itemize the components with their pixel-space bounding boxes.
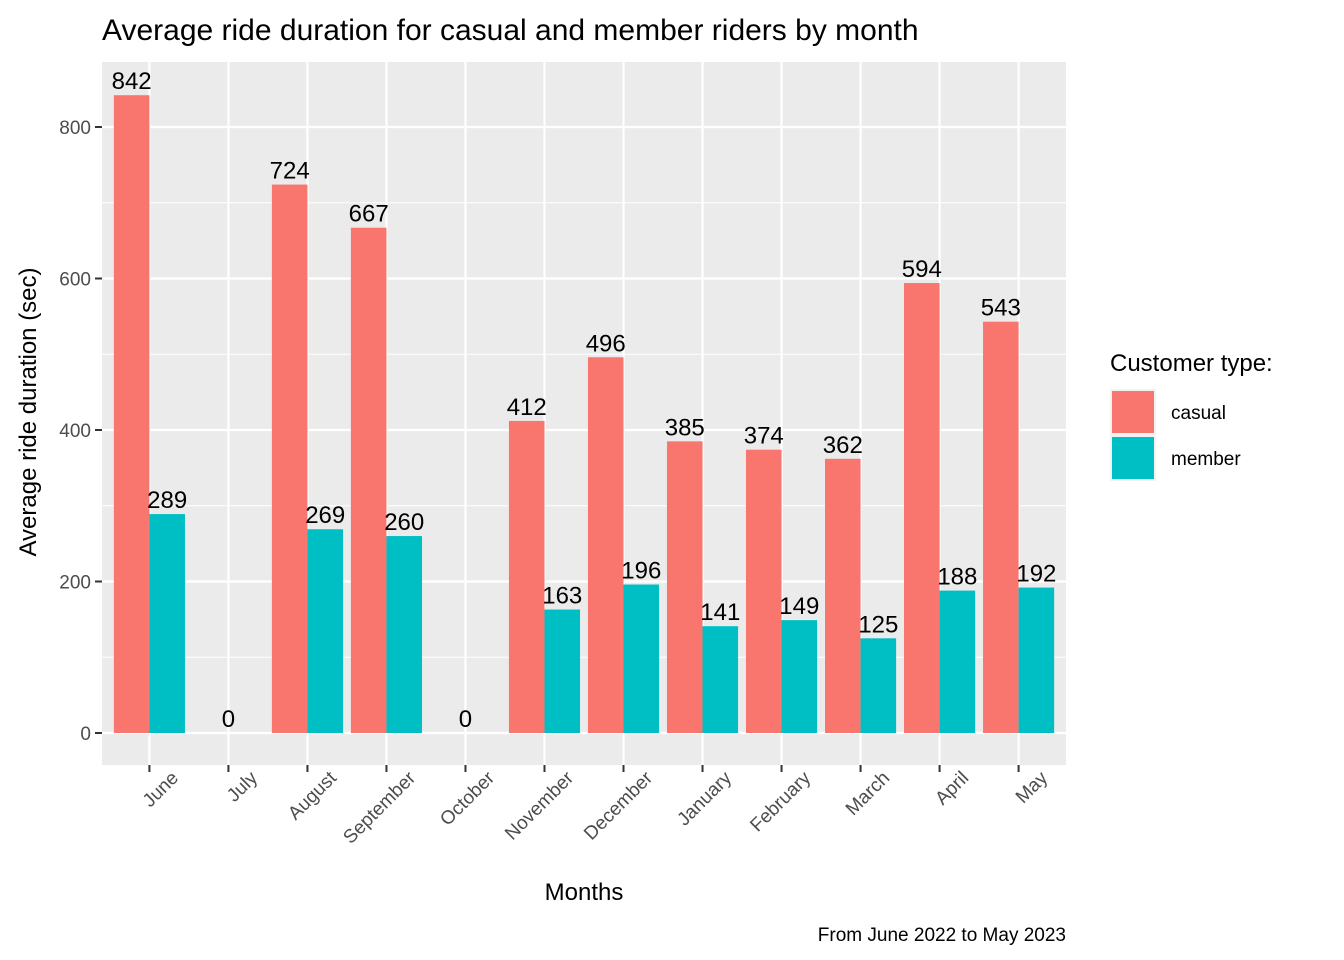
bar-label: 374: [744, 423, 784, 450]
bar-label: 412: [507, 394, 547, 421]
bar-member: [149, 514, 185, 733]
y-axis: 0 200 400 600 800: [59, 118, 102, 745]
bar-label: 192: [1016, 561, 1056, 588]
legend-key-casual: [1112, 391, 1154, 433]
bar-label: 543: [981, 295, 1021, 322]
bar-label: 724: [270, 158, 310, 185]
bar-casual: [508, 420, 545, 733]
x-tick-label: June: [139, 768, 183, 812]
chart-title: Average ride duration for casual and mem…: [102, 14, 919, 47]
x-tick-label: April: [931, 768, 973, 810]
bars: [113, 95, 1055, 733]
x-tick-label: February: [746, 767, 815, 836]
x-tick-label: December: [580, 767, 657, 844]
x-tick-label: September: [339, 767, 420, 848]
bar-member: [307, 529, 343, 733]
bar-label: 260: [384, 509, 424, 536]
bar-label: 196: [621, 558, 661, 585]
bar-member: [544, 609, 581, 733]
bar-label: 842: [112, 68, 152, 95]
bar-label: 594: [902, 256, 942, 283]
bar-casual: [271, 184, 308, 733]
bar-label: 496: [586, 330, 626, 357]
y-tick-label: 200: [59, 573, 91, 594]
bar-label: 269: [305, 502, 345, 529]
bar-label: 362: [823, 432, 863, 459]
bar-member: [781, 620, 818, 733]
bar-casual: [113, 95, 150, 733]
bar-member: [702, 626, 739, 733]
bar-casual: [587, 357, 624, 733]
bar-member: [1018, 587, 1055, 733]
bar-label: 125: [858, 611, 898, 638]
bar-label: 141: [700, 599, 740, 626]
y-tick-label: 0: [80, 724, 91, 745]
x-axis-title: Months: [545, 879, 624, 906]
bar-label: 289: [147, 487, 187, 514]
bar-casual: [904, 283, 940, 733]
y-tick-label: 400: [59, 421, 91, 442]
y-axis-title: Average ride duration (sec): [15, 267, 42, 556]
x-tick-label: January: [673, 767, 736, 830]
x-tick-label: October: [436, 767, 499, 830]
caption: From June 2022 to May 2023: [818, 925, 1066, 946]
bar-member: [939, 590, 976, 733]
bar-label: 667: [349, 201, 389, 228]
bar-label: 149: [779, 593, 819, 620]
x-tick-label: August: [284, 767, 341, 824]
bar-casual: [666, 441, 703, 733]
legend-label-casual: casual: [1171, 403, 1226, 424]
legend: Customer type: casual member: [1110, 350, 1273, 481]
y-tick-label: 800: [59, 118, 91, 139]
bar-label: 0: [459, 706, 472, 733]
x-tick-label: March: [842, 768, 894, 820]
x-tick-label: July: [223, 767, 262, 806]
bar-label: 163: [542, 583, 582, 610]
bar-casual: [350, 227, 387, 733]
y-tick-label: 600: [59, 270, 91, 291]
bar-label: 385: [665, 414, 705, 441]
legend-title: Customer type:: [1110, 350, 1273, 377]
bar-label: 188: [937, 564, 977, 591]
bar-casual: [825, 458, 861, 733]
bar-label: 0: [222, 706, 235, 733]
legend-label-member: member: [1171, 449, 1241, 470]
bar-member: [386, 536, 423, 733]
bar-member: [623, 584, 660, 733]
x-tick-label: November: [501, 767, 578, 844]
bar-labels: 842 289 0 724 269 667 260 0 412 163 496 196 385 141 37…: [112, 68, 1057, 733]
bar-casual: [745, 449, 782, 733]
x-tick-label: May: [1012, 767, 1053, 808]
legend-key-member: [1112, 437, 1154, 479]
bar-member: [860, 638, 897, 733]
bar-casual: [983, 321, 1019, 733]
